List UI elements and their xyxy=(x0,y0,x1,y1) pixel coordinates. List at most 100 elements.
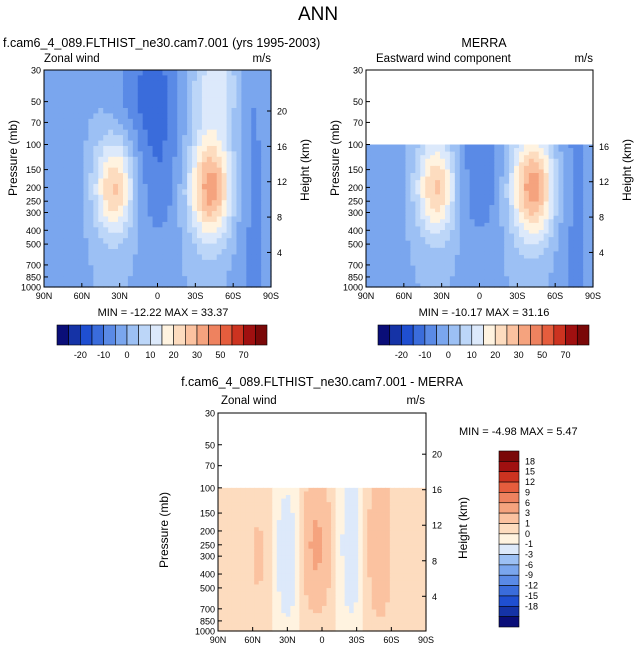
heatmap-cell xyxy=(504,201,510,206)
heatmap-cell xyxy=(459,254,466,260)
heatmap-cell xyxy=(514,144,520,149)
heatmap-cell xyxy=(322,530,328,535)
heatmap-cell xyxy=(553,272,560,277)
heatmap-cell xyxy=(425,244,431,249)
heatmap-cell xyxy=(192,189,198,196)
heatmap-cell xyxy=(533,169,540,174)
heatmap-cell xyxy=(543,212,550,217)
heatmap-cell xyxy=(389,491,395,496)
heatmap-cell xyxy=(226,194,233,201)
heatmap-cell xyxy=(241,270,247,277)
heatmap-cell xyxy=(523,190,530,195)
heatmap-cell xyxy=(449,183,456,188)
heatmap-cell xyxy=(385,173,392,178)
heatmap-cell xyxy=(157,265,164,272)
heatmap-cell xyxy=(48,194,55,201)
heatmap-cell xyxy=(251,167,257,174)
heatmap-cell xyxy=(344,491,350,496)
heatmap-cell xyxy=(370,162,377,167)
heatmap-cell xyxy=(395,190,402,195)
heatmap-cell xyxy=(469,158,476,163)
heatmap-cell xyxy=(267,555,273,561)
heatmap-cell xyxy=(108,183,114,190)
heatmap-cell xyxy=(63,140,70,147)
heatmap-cell xyxy=(573,162,579,167)
heatmap-cell xyxy=(157,183,164,190)
heatmap-cell xyxy=(553,205,560,210)
heatmap-cell xyxy=(335,555,341,561)
heatmap-cell xyxy=(63,254,70,261)
heatmap-cell xyxy=(558,194,564,199)
heatmap-cell xyxy=(88,140,94,147)
heatmap-cell xyxy=(440,219,446,224)
heatmap-cell xyxy=(68,91,75,98)
x-tick-label: 60N xyxy=(396,291,413,301)
heatmap-cell xyxy=(380,155,387,160)
heatmap-cell xyxy=(578,215,584,220)
heatmap-cell xyxy=(53,221,60,228)
heatmap-cell xyxy=(137,254,144,261)
heatmap-cell xyxy=(308,527,314,532)
heatmap-cell xyxy=(118,281,124,288)
heatmap-cell xyxy=(261,91,267,98)
heatmap-cell xyxy=(454,151,461,156)
heatmap-cell xyxy=(509,233,515,238)
heatmap-cell xyxy=(403,505,409,510)
heatmap-cell xyxy=(118,265,124,272)
heatmap-cell xyxy=(568,258,574,263)
heatmap-cell xyxy=(558,151,564,156)
heatmap-cell xyxy=(494,183,500,188)
heatmap-cell xyxy=(222,537,228,543)
heatmap-cell xyxy=(222,509,228,514)
heatmap-cell xyxy=(518,201,525,206)
heatmap-cell xyxy=(249,487,255,493)
heatmap-cell xyxy=(430,144,436,149)
heatmap-cell xyxy=(78,167,85,174)
heatmap-cell xyxy=(83,265,90,272)
heatmap-cell xyxy=(261,276,267,283)
heatmap-cell xyxy=(385,226,392,231)
heatmap-cell xyxy=(435,162,441,167)
heatmap-cell xyxy=(303,527,310,532)
heatmap-cell xyxy=(206,249,213,256)
heatmap-cell xyxy=(405,233,412,238)
heatmap-cell xyxy=(231,113,238,120)
heatmap-cell xyxy=(474,151,481,156)
heatmap-cell xyxy=(263,495,269,500)
heatmap-cell xyxy=(400,212,407,217)
heatmap-cell xyxy=(152,211,159,218)
heatmap-cell xyxy=(258,541,264,546)
heatmap-cell xyxy=(122,178,129,185)
heatmap-cell xyxy=(266,140,272,147)
heatmap-cell xyxy=(528,254,535,260)
heatmap-cell xyxy=(588,183,594,188)
heatmap-cell xyxy=(245,548,251,553)
heatmap-cell xyxy=(459,151,466,156)
heatmap-cell xyxy=(394,487,400,493)
heatmap-cell xyxy=(58,135,65,142)
heatmap-cell xyxy=(405,215,412,220)
y-tick-right-label: 20 xyxy=(277,107,287,117)
y-tick-label: 70 xyxy=(31,118,41,128)
heatmap-cell xyxy=(48,162,55,169)
heatmap-cell xyxy=(518,215,525,220)
heatmap-cell xyxy=(533,190,540,195)
heatmap-cell xyxy=(211,156,218,163)
heatmap-cell xyxy=(167,281,173,288)
heatmap-cell xyxy=(435,272,441,277)
heatmap-cell xyxy=(88,70,94,77)
heatmap-cell xyxy=(162,129,168,136)
heatmap-cell xyxy=(317,548,323,553)
heatmap-cell xyxy=(63,221,70,228)
heatmap-cell xyxy=(249,559,255,564)
heatmap-cell xyxy=(415,169,421,174)
heatmap-cell xyxy=(83,259,90,266)
heatmap-cell xyxy=(514,155,520,160)
heatmap-cell xyxy=(231,566,237,571)
heatmap-cell xyxy=(362,520,368,525)
heatmap-cell xyxy=(435,212,441,217)
heatmap-cell xyxy=(400,173,407,178)
heatmap-cell xyxy=(127,113,134,120)
heatmap-cell xyxy=(563,158,569,163)
heatmap-cell xyxy=(78,91,85,98)
